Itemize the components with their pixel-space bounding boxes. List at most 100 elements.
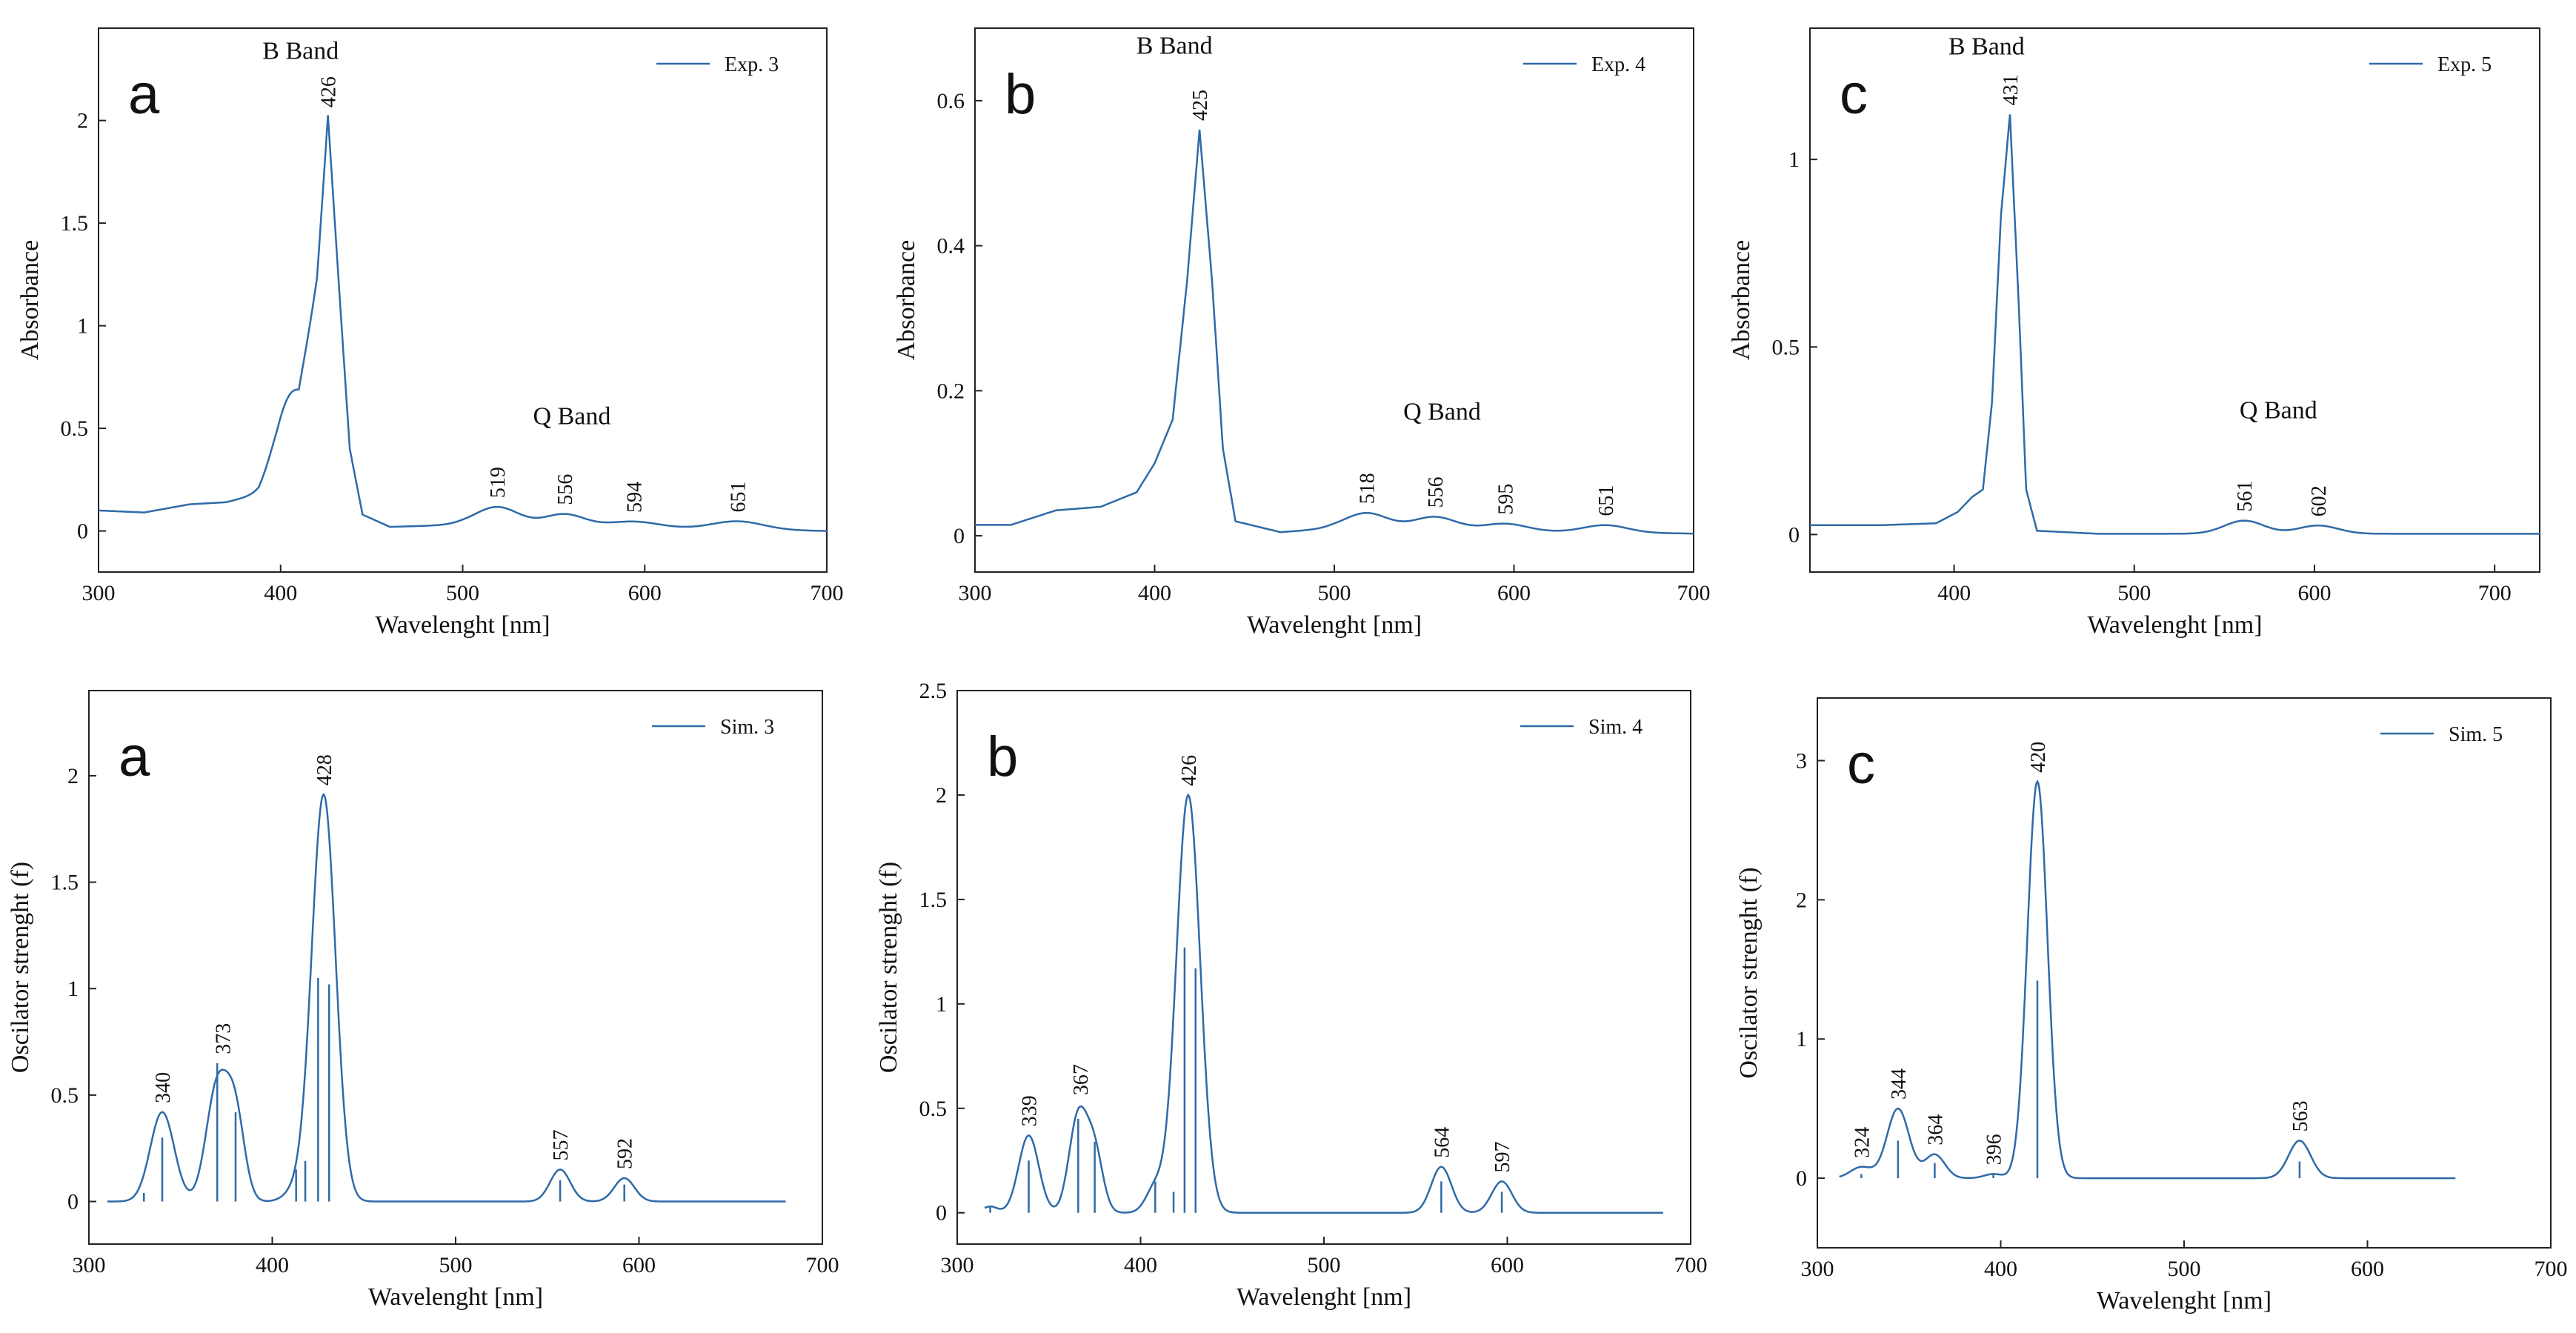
peak-label-344: 344 [1888,1068,1911,1100]
y-tick-label: 2 [77,109,88,133]
peak-label-557: 557 [550,1129,573,1160]
y-tick-label: 2.5 [919,679,948,703]
plot-frame [1817,697,2552,1249]
peak-label-651: 651 [728,481,750,512]
y-tick-label: 0.4 [937,234,965,259]
y-tick-label: 0 [77,519,88,544]
x-tick-label: 300 [73,1253,106,1277]
x-tick-label: 300 [959,581,992,605]
band-label: B Band [262,38,339,65]
y-tick-label: 1 [936,992,947,1017]
peak-label-556: 556 [1425,476,1448,508]
y-tick-label: 0.5 [919,1097,948,1121]
x-tick-label: 700 [2478,581,2512,605]
x-tick-label: 300 [1801,1257,1834,1281]
x-tick-label: 500 [1318,581,1351,605]
peak-label-339: 339 [1019,1095,1042,1126]
peak-label-597: 597 [1491,1141,1514,1172]
legend-label: Exp. 3 [725,53,779,76]
x-axis-title: Wavelenght [nm] [1237,1283,1411,1311]
panel-letter: b [987,725,1018,788]
peak-label-420: 420 [2027,742,2050,773]
x-tick-label: 600 [2351,1257,2384,1281]
x-axis-title: Wavelenght [nm] [2097,1287,2272,1314]
chart-panel-exp3: 300 400 500 600 700 0 0.5 1 1.5 2 Wavelenght [nm] A… [16,27,844,639]
plot-frame [1809,27,2540,573]
y-axis-title: Absorbance [1728,240,1755,360]
peak-label-396: 396 [1983,1134,2006,1165]
legend-label: Sim. 5 [2449,723,2503,746]
panel-letter: a [119,725,150,788]
panel-letter: c [1840,63,1868,126]
x-tick-label: 500 [446,581,479,605]
peak-label-602: 602 [2308,485,2331,516]
x-axis-title: Wavelenght [nm] [368,1283,543,1311]
band-label: Q Band [2240,396,2317,424]
peak-label-519: 519 [487,467,510,498]
y-tick-label: 0 [67,1190,79,1214]
legend-label: Exp. 4 [1591,53,1645,76]
y-tick-label: 0.5 [51,1083,79,1108]
peak-label-373: 373 [213,1023,236,1054]
y-tick-label: 0 [953,524,965,548]
band-label: Q Band [1403,398,1481,425]
y-tick-label: 0.6 [937,89,965,113]
y-tick-label: 2 [936,783,947,808]
panel-letter: a [128,63,160,126]
y-axis-title: Absorbance [893,240,920,360]
peak-label-592: 592 [614,1138,637,1169]
band-label: B Band [1948,33,2025,60]
spectrum-line [984,793,1663,1214]
y-tick-label: 1 [1788,147,1800,172]
chart-panel-exp5: 400 500 600 700 0 0.5 1 Wavelenght [nm] Absorban… [1728,27,2540,639]
x-tick-label: 700 [811,581,844,605]
spectrum-line [1810,114,2540,535]
x-tick-label: 700 [1674,1253,1708,1277]
y-axis-title: Oscilator strenght (f) [875,862,902,1073]
peak-label-426: 426 [318,76,341,107]
y-axis-title: Oscilator strenght (f) [1735,867,1763,1078]
y-tick-label: 1.5 [919,888,948,912]
x-tick-label: 400 [1138,581,1171,605]
peak-label-651: 651 [1595,485,1618,516]
x-tick-label: 400 [1937,581,1971,605]
y-tick-label: 0 [1788,522,1800,547]
x-tick-label: 600 [2297,581,2331,605]
y-tick-label: 2 [67,764,79,788]
peak-label-563: 563 [2289,1100,2312,1131]
x-tick-label: 700 [1677,581,1711,605]
peak-label-518: 518 [1357,473,1379,504]
x-axis-title: Wavelenght [nm] [2087,611,2262,639]
panel-letter: b [1005,63,1036,126]
band-label: B Band [1136,32,1213,59]
y-tick-label: 1 [67,977,79,1001]
x-tick-label: 300 [941,1253,974,1277]
chart-panel-sim3: 300 400 500 600 700 0 0.5 1 1.5 2 Wavelenght [nm] O… [7,690,839,1311]
y-tick-label: 3 [1796,749,1807,774]
peak-label-556: 556 [554,474,577,505]
peak-label-426: 426 [1178,755,1201,786]
spectrum-line [99,115,827,532]
chart-panel-sim5: 300 400 500 600 700 0 1 2 3 Wavelenght [nm] Oscila… [1735,697,2568,1314]
peak-label-367: 367 [1070,1064,1093,1095]
x-axis-title: Wavelenght [nm] [375,611,550,639]
peak-label-364: 364 [1924,1114,1947,1146]
y-axis-title: Absorbance [16,240,44,360]
x-axis-title: Wavelenght [nm] [1247,611,1422,639]
y-tick-label: 1.5 [61,211,89,236]
x-tick-label: 700 [2535,1257,2568,1281]
x-tick-label: 400 [1984,1257,2017,1281]
peak-label-340: 340 [152,1072,175,1103]
y-tick-label: 0.2 [937,379,965,403]
x-tick-label: 300 [82,581,116,605]
x-tick-label: 500 [1308,1253,1341,1277]
y-tick-label: 0 [1796,1166,1807,1191]
x-tick-label: 600 [628,581,662,605]
x-tick-label: 600 [622,1253,656,1277]
panel-letter: c [1847,733,1875,796]
peak-label-425: 425 [1189,90,1212,121]
spectrum-line [107,792,786,1203]
x-tick-label: 500 [2117,581,2151,605]
peak-label-595: 595 [1494,484,1517,515]
